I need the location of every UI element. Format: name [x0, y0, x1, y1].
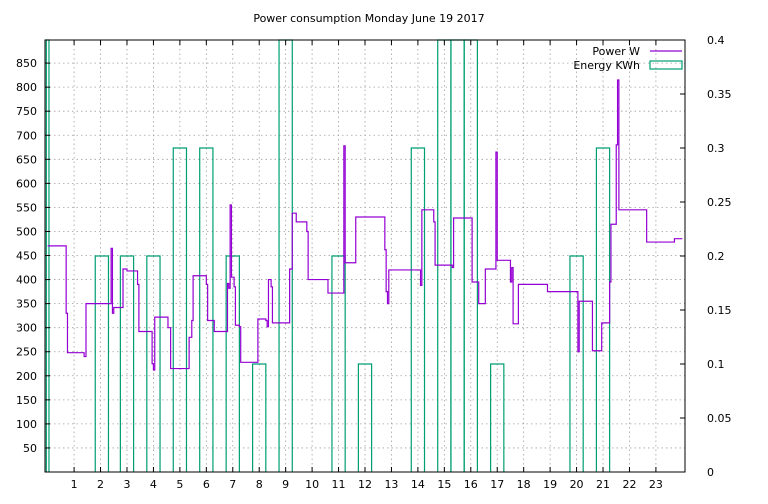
x-tick-label: 17 — [490, 478, 504, 491]
x-tick-label: 14 — [411, 478, 425, 491]
x-tick-label: 11 — [332, 478, 346, 491]
x-tick-label: 7 — [229, 478, 236, 491]
y-tick-label: 50 — [23, 442, 37, 455]
y-tick-label: 700 — [16, 129, 37, 142]
legend-label-power: Power W — [592, 45, 640, 58]
x-tick-label: 12 — [358, 478, 372, 491]
y2-tick-label: 0.3 — [707, 142, 725, 155]
chart-title: Power consumption Monday June 19 2017 — [253, 12, 484, 25]
legend-swatch-energy — [649, 60, 683, 70]
legend-label-energy: Energy KWh — [573, 59, 640, 72]
y-tick-label: 500 — [16, 225, 37, 238]
x-tick-label: 8 — [256, 478, 263, 491]
y-tick-label: 850 — [16, 57, 37, 70]
y-tick-label: 650 — [16, 153, 37, 166]
y-tick-label: 100 — [16, 418, 37, 431]
energy-bar — [225, 255, 240, 472]
y-tick-label: 350 — [16, 298, 37, 311]
x-tick-label: 16 — [464, 478, 478, 491]
y2-tick-label: 0.05 — [707, 412, 732, 425]
y2-tick-label: 0.4 — [707, 34, 725, 47]
y-tick-label: 150 — [16, 394, 37, 407]
y-tick-label: 450 — [16, 250, 37, 263]
energy-bar — [172, 147, 188, 472]
energy-bar — [490, 363, 505, 472]
x-tick-label: 6 — [203, 478, 210, 491]
energy-bar — [357, 363, 373, 472]
x-tick-label: 23 — [649, 478, 663, 491]
x-tick-label: 20 — [570, 478, 584, 491]
x-tick-label: 19 — [543, 478, 557, 491]
energy-bar — [569, 255, 584, 472]
y2-tick-label: 0.35 — [707, 88, 732, 101]
x-tick-label: 1 — [71, 478, 78, 491]
y-tick-label: 200 — [16, 370, 37, 383]
y2-tick-label: 0.1 — [707, 358, 725, 371]
energy-bar — [94, 255, 110, 472]
y-tick-label: 300 — [16, 322, 37, 335]
energy-bar — [450, 39, 465, 472]
x-tick-label: 5 — [176, 478, 183, 491]
energy-bar — [252, 363, 267, 472]
y2-tick-label: 0.25 — [707, 196, 732, 209]
x-tick-label: 4 — [150, 478, 157, 491]
power-series-line — [47, 79, 683, 371]
y-tick-label: 800 — [16, 81, 37, 94]
y2-tick-label: 0.2 — [707, 250, 725, 263]
energy-bar — [331, 255, 346, 472]
y-tick-label: 750 — [16, 105, 37, 118]
x-tick-label: 13 — [384, 478, 398, 491]
y-tick-label: 400 — [16, 274, 37, 287]
x-tick-label: 3 — [123, 478, 130, 491]
x-tick-label: 9 — [282, 478, 289, 491]
x-tick-label: 2 — [97, 478, 104, 491]
y-tick-label: 600 — [16, 177, 37, 190]
x-tick-label: 10 — [305, 478, 319, 491]
y-tick-label: 550 — [16, 201, 37, 214]
y2-tick-label: 0 — [707, 466, 714, 479]
energy-bar — [119, 255, 135, 472]
energy-bar — [199, 147, 214, 472]
x-tick-label: 15 — [437, 478, 451, 491]
x-tick-label: 18 — [517, 478, 531, 491]
y2-tick-label: 0.15 — [707, 304, 732, 317]
x-tick-label: 21 — [596, 478, 610, 491]
energy-bar — [146, 255, 161, 472]
y-tick-label: 250 — [16, 346, 37, 359]
energy-bar — [410, 147, 426, 472]
x-tick-label: 22 — [622, 478, 636, 491]
